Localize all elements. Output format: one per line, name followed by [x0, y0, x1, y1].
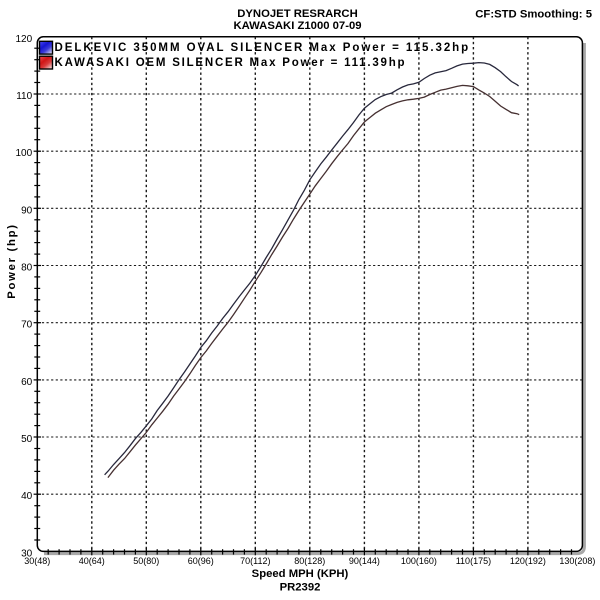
svg-text:130(208): 130(208): [559, 556, 595, 566]
svg-text:50: 50: [21, 434, 33, 445]
svg-text:80(128): 80(128): [294, 556, 325, 566]
svg-text:DYNOJET RESRARCH: DYNOJET RESRARCH: [237, 8, 358, 20]
svg-text:110(175): 110(175): [456, 556, 491, 566]
svg-text:70: 70: [21, 320, 33, 331]
svg-text:40(64): 40(64): [79, 556, 105, 566]
svg-text:80: 80: [21, 263, 33, 274]
svg-text:60: 60: [21, 377, 33, 388]
svg-text:30: 30: [21, 548, 33, 559]
svg-text:60(96): 60(96): [188, 556, 214, 566]
svg-text:DELKEVIC 350MM OVAL SILENCER M: DELKEVIC 350MM OVAL SILENCER Max Power =…: [55, 42, 471, 54]
svg-text:90(144): 90(144): [349, 556, 380, 566]
svg-text:30(48): 30(48): [24, 556, 50, 566]
svg-text:Power (hp): Power (hp): [6, 223, 18, 298]
svg-text:KAWASAKI OEM SILENCER Max Powe: KAWASAKI OEM SILENCER Max Power = 111.39…: [55, 57, 407, 69]
svg-text:110: 110: [16, 91, 32, 102]
svg-text:40: 40: [21, 491, 33, 502]
svg-text:90: 90: [21, 205, 33, 216]
svg-text:120: 120: [16, 34, 33, 45]
svg-text:70(112): 70(112): [240, 556, 270, 566]
svg-text:PR2392: PR2392: [280, 582, 321, 594]
svg-text:KAWASAKI Z1000 07-09: KAWASAKI Z1000 07-09: [233, 20, 361, 32]
svg-text:Speed MPH (KPH): Speed MPH (KPH): [252, 568, 349, 580]
svg-text:100: 100: [16, 148, 33, 159]
svg-text:CF:STD Smoothing: 5: CF:STD Smoothing: 5: [475, 9, 592, 21]
svg-text:120(192): 120(192): [510, 556, 546, 566]
svg-text:50(80): 50(80): [133, 556, 159, 566]
svg-text:100(160): 100(160): [401, 556, 437, 566]
